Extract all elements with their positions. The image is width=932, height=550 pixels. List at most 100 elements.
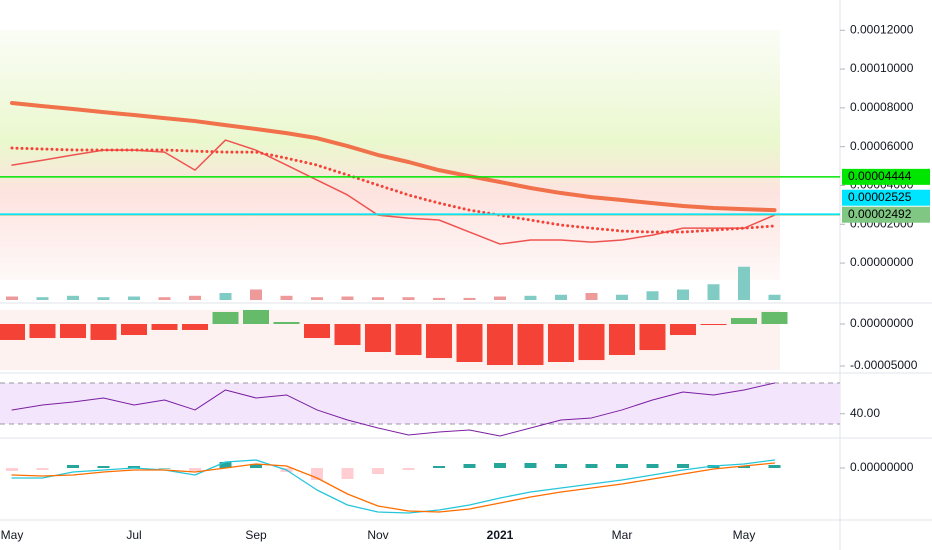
bar — [121, 323, 147, 336]
y-tick-label: 0.00012000 — [850, 22, 914, 36]
bar — [151, 323, 178, 330]
bar — [29, 323, 56, 339]
bar — [433, 297, 445, 300]
y-tick-label: 40.00 — [850, 406, 880, 420]
series-line — [11, 459, 776, 514]
bar — [182, 323, 208, 330]
bar — [158, 297, 171, 300]
bar — [67, 295, 79, 300]
bar — [524, 295, 537, 300]
histogram-bar — [97, 466, 110, 468]
y-tick-label: 0.00000000 — [850, 255, 914, 269]
x-tick-label: Sep — [245, 528, 267, 542]
level-label-box — [842, 189, 930, 206]
bar — [646, 291, 659, 300]
bar — [670, 323, 696, 336]
bar — [517, 323, 544, 366]
series-line — [10, 146, 776, 234]
bar — [768, 294, 781, 300]
histogram-bar — [36, 468, 49, 470]
y-tick-label: -0.00005000 — [850, 358, 918, 372]
histogram-bar — [585, 464, 598, 468]
bar — [0, 323, 25, 340]
bar — [6, 296, 18, 300]
histogram-bar — [494, 463, 506, 468]
histogram-bar — [738, 466, 750, 468]
histogram-bar — [616, 464, 628, 468]
bar — [128, 296, 140, 300]
y-tick-label: 0.00000000 — [850, 460, 914, 474]
series-line — [11, 139, 776, 245]
y-tick-label: 0.00010000 — [850, 61, 914, 75]
rsi-band — [0, 382, 840, 424]
histogram-bar — [341, 468, 354, 479]
histogram-bar — [768, 465, 781, 468]
bar — [700, 323, 727, 326]
bar — [707, 284, 720, 300]
x-tick-label: 2021 — [487, 528, 514, 542]
bar — [395, 323, 422, 356]
x-tick-label: Mar — [612, 528, 633, 542]
bar — [494, 296, 506, 300]
level-label: 0.00004444 — [848, 169, 912, 183]
bar — [578, 323, 605, 361]
histogram-bar — [463, 464, 476, 468]
bar — [609, 323, 635, 356]
bar — [280, 295, 293, 300]
bar — [585, 293, 598, 300]
histogram-bar — [189, 468, 201, 471]
bar — [97, 297, 110, 300]
histogram-bar — [6, 468, 18, 471]
histogram-bar — [128, 466, 140, 468]
cloud-background — [0, 30, 780, 280]
y-tick-label: 0.00000000 — [850, 316, 914, 330]
histogram-bar — [433, 466, 445, 468]
bar — [189, 295, 201, 300]
bar — [212, 311, 239, 324]
bar — [341, 296, 354, 300]
level-label-box — [842, 168, 930, 185]
bar — [243, 309, 269, 324]
bar — [365, 323, 391, 352]
y-tick-label: 0.00006000 — [850, 139, 914, 153]
bar — [761, 311, 788, 324]
bar — [548, 323, 574, 362]
bar — [677, 289, 689, 300]
series-line — [11, 462, 776, 513]
histogram-bar — [219, 462, 232, 468]
histogram-bar — [524, 463, 537, 468]
bar — [456, 323, 483, 362]
histogram-bar — [372, 468, 384, 474]
histogram-bar — [555, 464, 567, 468]
bar — [639, 323, 666, 351]
bar — [219, 293, 232, 300]
bar — [402, 297, 415, 300]
histogram-bar — [67, 465, 79, 468]
bar — [738, 266, 750, 300]
bar — [334, 323, 361, 346]
x-tick-label: May — [1, 528, 24, 542]
bar — [372, 297, 384, 300]
bar — [731, 318, 757, 324]
bar — [487, 323, 513, 366]
level-label-box — [842, 206, 930, 223]
bar — [36, 297, 49, 300]
bar — [555, 294, 567, 300]
bar — [426, 323, 452, 359]
bar — [250, 289, 262, 300]
bar — [273, 321, 300, 324]
level-label: 0.00002492 — [848, 207, 912, 221]
series-line — [10, 101, 777, 213]
y-tick-label: 0.00008000 — [850, 100, 914, 114]
series-line — [11, 382, 775, 437]
histogram-bar — [677, 464, 689, 468]
bar — [616, 294, 628, 300]
histogram-bar — [402, 468, 415, 470]
bar — [60, 323, 86, 339]
bar — [311, 297, 323, 300]
x-tick-label: May — [733, 528, 756, 542]
histogram-bar — [158, 468, 171, 469]
bar — [304, 323, 330, 339]
bar — [90, 323, 117, 340]
